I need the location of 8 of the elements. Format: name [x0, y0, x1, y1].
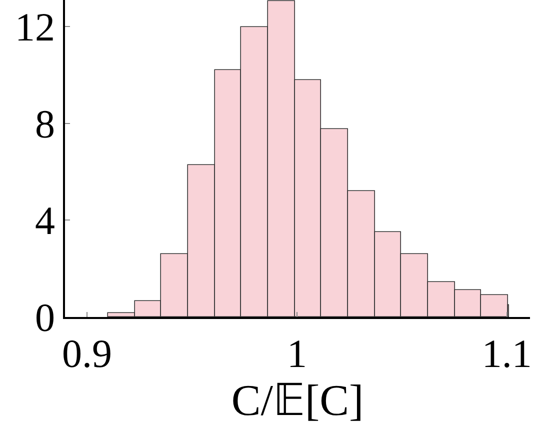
x-tick-label: 1.1 [482, 331, 532, 376]
x-axis-title: C/𝔼[C] [231, 376, 364, 425]
y-tick-label: 12 [15, 4, 55, 50]
y-tick-label: 4 [35, 198, 55, 244]
y-tick-label: 8 [35, 101, 55, 146]
x-tick-label: 1 [286, 331, 307, 376]
x-tick-label: 0.9 [62, 331, 112, 376]
y-tick-label: 0 [35, 295, 55, 340]
